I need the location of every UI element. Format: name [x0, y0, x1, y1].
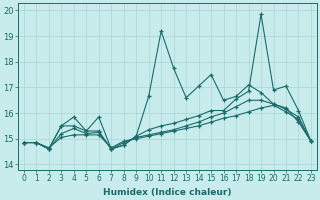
X-axis label: Humidex (Indice chaleur): Humidex (Indice chaleur)	[103, 188, 232, 197]
